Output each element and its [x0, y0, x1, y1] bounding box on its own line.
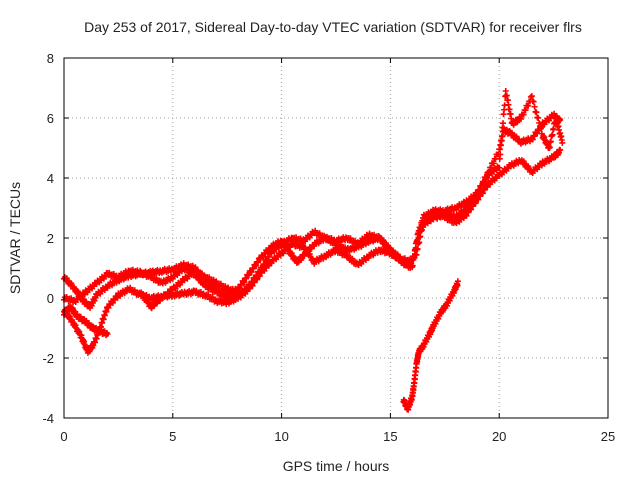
point-marker [531, 103, 538, 110]
point-marker [472, 200, 479, 207]
point-marker [533, 109, 540, 116]
point-marker [410, 253, 417, 260]
x-tick-label: 10 [274, 429, 288, 444]
point-marker [241, 279, 248, 286]
series-track-d [400, 278, 461, 413]
point-marker [408, 260, 415, 267]
point-marker [478, 183, 485, 190]
point-marker [520, 111, 527, 118]
point-marker [496, 164, 503, 171]
point-marker [477, 187, 484, 194]
point-marker [235, 288, 242, 295]
point-marker [468, 206, 475, 213]
point-marker [475, 196, 482, 203]
point-marker [535, 114, 542, 121]
series-track-e [61, 303, 111, 339]
point-marker [559, 139, 566, 146]
point-marker [254, 272, 261, 279]
series-track-f [137, 267, 242, 312]
point-marker [490, 160, 497, 167]
point-marker [253, 262, 260, 269]
point-marker [417, 226, 424, 233]
point-marker [264, 257, 271, 264]
y-tick-label: 0 [47, 291, 54, 306]
x-tick-label: 0 [60, 429, 67, 444]
point-marker [474, 190, 481, 197]
y-tick-label: 6 [47, 111, 54, 126]
point-marker [243, 275, 250, 282]
point-marker [234, 286, 241, 293]
plot-frame [63, 57, 609, 419]
point-marker [256, 268, 263, 275]
point-marker [259, 265, 266, 272]
y-tick-label: 2 [47, 231, 54, 246]
point-marker [255, 259, 262, 266]
x-tick-label: 15 [383, 429, 397, 444]
point-marker [248, 269, 255, 276]
point-marker [498, 133, 505, 140]
point-marker [525, 102, 532, 109]
point-marker [245, 285, 252, 292]
y-tick-label: -2 [42, 351, 54, 366]
point-marker [481, 179, 488, 186]
x-tick-label: 5 [169, 429, 176, 444]
point-marker [557, 147, 564, 154]
point-marker [139, 290, 146, 297]
point-marker [412, 244, 419, 251]
point-marker [247, 282, 254, 289]
point-marker [536, 120, 543, 126]
point-marker [302, 244, 309, 251]
point-marker [546, 144, 553, 151]
point-marker [517, 115, 524, 122]
point-marker [529, 136, 536, 143]
point-marker [500, 120, 507, 127]
point-marker [265, 253, 272, 260]
point-marker [547, 138, 554, 145]
point-marker [415, 234, 422, 241]
point-marker [483, 175, 490, 182]
data-points [61, 88, 566, 413]
point-marker [530, 98, 537, 105]
point-marker [549, 131, 556, 138]
point-marker [144, 297, 151, 304]
point-marker [537, 125, 544, 132]
point-marker [104, 331, 111, 337]
y-tick-label: 4 [47, 171, 54, 186]
point-marker [528, 93, 535, 100]
point-marker [550, 125, 557, 132]
x-axis-label: GPS time / hours [283, 458, 390, 474]
chart-title: Day 253 of 2017, Sidereal Day-to-day VTE… [84, 19, 582, 35]
series-track-c [61, 88, 566, 306]
point-marker [522, 107, 529, 114]
point-marker [261, 261, 268, 268]
y-tick-labels: -4 -2 0 2 4 6 8 [42, 51, 54, 426]
y-axis-label: SDTVAR / TECUs [7, 182, 23, 294]
point-marker [497, 151, 504, 158]
point-marker [527, 93, 534, 100]
y-tick-label: -4 [42, 411, 54, 426]
x-tick-label: 25 [601, 429, 615, 444]
x-tick-label: 20 [492, 429, 506, 444]
point-marker [252, 276, 259, 283]
y-tick-label: 8 [47, 51, 54, 66]
point-marker [419, 217, 426, 224]
x-tick-labels: 0 5 10 15 20 25 [60, 429, 615, 444]
point-marker [306, 250, 313, 257]
point-marker [454, 278, 461, 285]
series-track-a [61, 110, 564, 311]
point-marker [463, 212, 470, 219]
